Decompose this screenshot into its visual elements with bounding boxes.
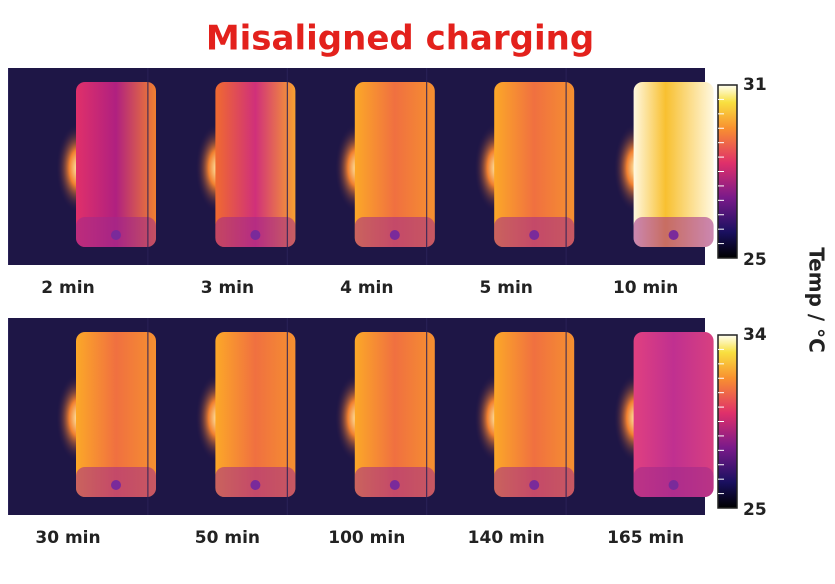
panel-label: 140 min [468,528,545,548]
phone [76,82,156,247]
home-button [250,230,261,240]
panel-divider [286,318,288,515]
phone [494,332,575,497]
panel-divider [286,68,288,265]
panel-label: 4 min [340,278,393,298]
axis-label: Temp / °C [805,247,829,353]
phone [494,82,575,247]
phone [633,332,714,497]
panel-divider [8,318,9,515]
home-button [111,480,121,490]
home-button [389,480,400,490]
figure-title: Misaligned charging [206,19,594,59]
home-button [529,480,540,490]
panel-label: 5 min [480,278,533,298]
phone [633,82,714,247]
home-button [250,480,261,490]
home-button [111,230,121,240]
panel-label: 165 min [607,528,684,548]
phone [215,332,296,497]
phone [354,82,435,247]
panel-label: 2 min [41,278,94,298]
phone [354,332,435,497]
colorbar-max: 31 [743,75,767,95]
panel-label: 50 min [195,528,260,548]
home-button [529,230,540,240]
colorbar-min: 25 [743,250,767,270]
home-button [668,230,679,240]
panel-divider [8,68,9,265]
panel-label: 3 min [201,278,254,298]
panel-divider [147,318,149,515]
panel-divider [565,68,567,265]
colorbar-min: 25 [743,500,767,520]
colorbar-max: 34 [743,325,767,345]
panel-label: 30 min [35,528,100,548]
panel-label: 10 min [613,278,678,298]
phone [215,82,296,247]
panel-label: 100 min [328,528,405,548]
phone [76,332,156,497]
panel-divider [426,68,428,265]
panel-divider [426,318,428,515]
home-button [668,480,679,490]
panel-divider [147,68,149,265]
panel-divider [565,318,567,515]
home-button [389,230,400,240]
